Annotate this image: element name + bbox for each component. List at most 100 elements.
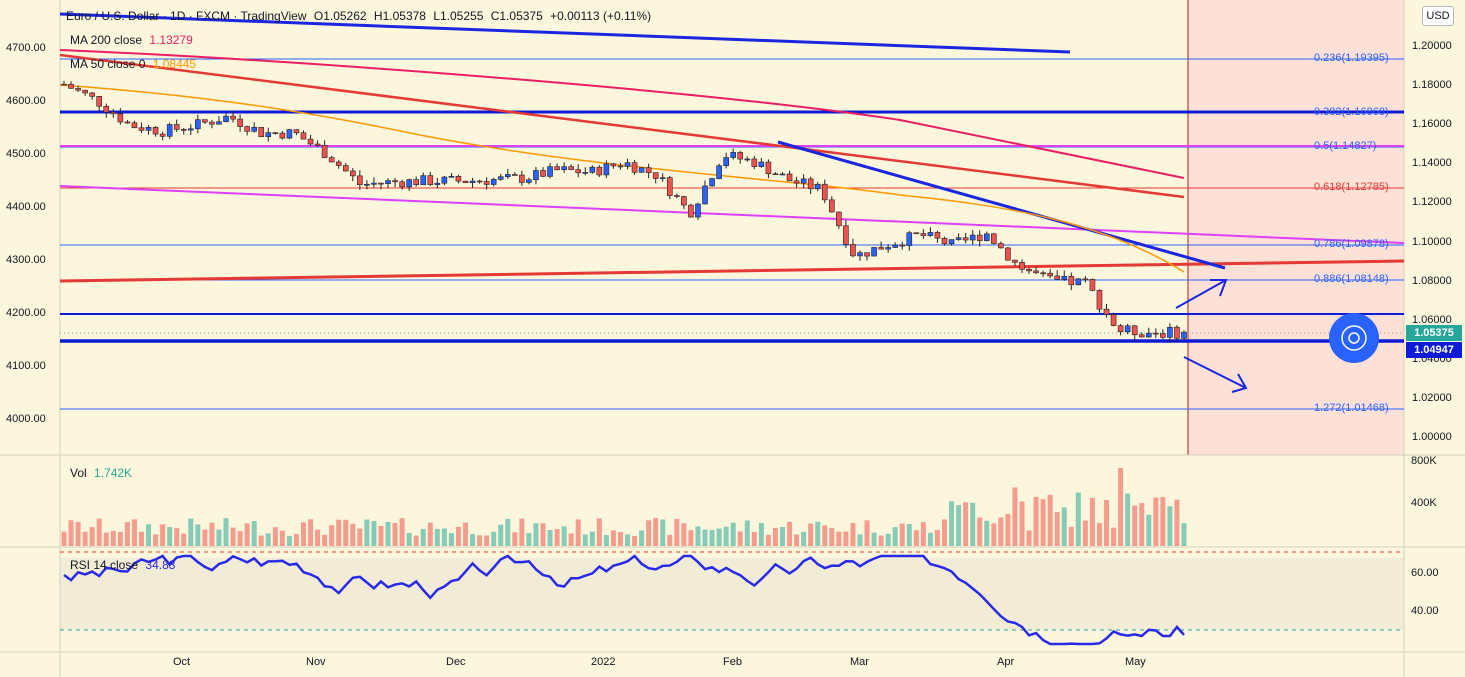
symbol-title[interactable]: Euro / U.S. Dollar · 1D · FXCM · Trading… [66, 9, 307, 23]
candle-body [469, 180, 476, 184]
right-axis-label: 1.08000 [1412, 274, 1452, 287]
candle-body [991, 233, 997, 244]
volume-bar [1082, 520, 1088, 546]
candle-body [645, 167, 652, 173]
candle-body [258, 127, 265, 137]
candle-body [187, 128, 194, 131]
volume-bar [406, 532, 412, 546]
volume-bar [188, 518, 194, 546]
time-axis-label: Apr [997, 656, 1015, 668]
candle-body [624, 162, 631, 167]
volume-bar [801, 531, 807, 546]
volume-bar [505, 518, 511, 546]
fib-label: 0.382(1.16868) [1314, 106, 1389, 118]
volume-bar [920, 522, 926, 546]
volume-bar [603, 535, 609, 546]
ohlc-open: O1.05262 [313, 9, 367, 23]
volume-bar [674, 518, 680, 546]
volume-bar [272, 527, 278, 546]
candle-body [998, 243, 1004, 249]
candle-body [843, 225, 849, 245]
volume-bar [899, 523, 905, 546]
right-axis-label: 1.02000 [1412, 391, 1452, 404]
volume-bar [709, 530, 715, 546]
left-axis-label: 4100.00 [6, 360, 46, 372]
candle-body [1054, 275, 1061, 280]
volume-bar [392, 523, 398, 546]
volume-bar [794, 534, 800, 546]
volume-bar [322, 534, 328, 546]
candle-body [955, 237, 962, 240]
candle-body [230, 115, 236, 120]
volume-bar [1146, 514, 1152, 546]
volume-bar [300, 522, 306, 546]
candle-body [631, 162, 638, 173]
volume-bar [660, 519, 666, 546]
left-axis-label: 4700.00 [6, 42, 46, 54]
left-axis-label: 4300.00 [6, 254, 46, 266]
candle-body [575, 169, 582, 174]
candle-body [547, 166, 553, 177]
candle-body [342, 165, 349, 172]
volume-bar [315, 529, 321, 546]
ma200-legend[interactable]: MA 200 close 1.13279 [70, 33, 197, 47]
volume-bar [265, 533, 271, 546]
candle-body [920, 233, 927, 236]
volume-bar [554, 528, 560, 546]
candle-body [1047, 272, 1053, 277]
volume-bar [878, 535, 884, 546]
candle-body [807, 178, 814, 190]
left-axis-label: 4600.00 [6, 95, 46, 107]
candle-body [364, 183, 370, 186]
candle-body [716, 165, 722, 179]
candle-body [864, 252, 870, 257]
candle-body [103, 105, 110, 113]
candle-body [1026, 268, 1032, 272]
volume-bar [1068, 526, 1074, 546]
candle-body [554, 166, 560, 171]
volume-legend[interactable]: Vol 1.742K [70, 466, 136, 480]
volume-bar [639, 530, 645, 546]
candle-body [688, 204, 694, 218]
time-axis-label: Oct [173, 656, 191, 668]
currency-button[interactable]: USD [1422, 6, 1454, 26]
volume-bar [195, 524, 201, 546]
volume-bar [751, 531, 757, 546]
candle-body [1124, 325, 1131, 333]
candle-body [695, 203, 701, 218]
candle-body [983, 233, 990, 241]
candle-body [483, 181, 490, 185]
candle-body [321, 145, 328, 158]
volume-bar [1089, 497, 1095, 546]
candle-body [1181, 331, 1187, 339]
candle-body [1110, 314, 1117, 326]
volume-bar [836, 531, 842, 546]
trend-line [59, 12, 1071, 54]
candle-body [1153, 332, 1159, 335]
ma50-legend[interactable]: MA 50 close 0 1.08445 [70, 57, 200, 71]
candle-body [603, 163, 610, 176]
volume-bar [949, 501, 955, 546]
volume-bar [575, 519, 581, 546]
volume-bar [977, 517, 983, 546]
volume-bar [237, 531, 243, 546]
volume-bar [181, 533, 187, 546]
volume-bar [681, 523, 687, 546]
candle-body [512, 174, 518, 176]
volume-bar [1181, 523, 1187, 546]
candle-body [427, 175, 434, 185]
candle-body [878, 247, 884, 250]
volume-bar [744, 520, 750, 546]
candle-body [371, 182, 377, 185]
volume-bar [963, 502, 969, 546]
volume-bar [885, 533, 891, 546]
volume-bar [991, 523, 997, 546]
candle-body [490, 179, 497, 185]
candle-body [476, 180, 483, 183]
rsi-legend[interactable]: RSI 14 close 34.83 [70, 558, 179, 572]
volume-bar [484, 535, 490, 546]
candle-body [561, 166, 567, 171]
candle-body [378, 182, 384, 185]
volume-bar [117, 531, 123, 546]
